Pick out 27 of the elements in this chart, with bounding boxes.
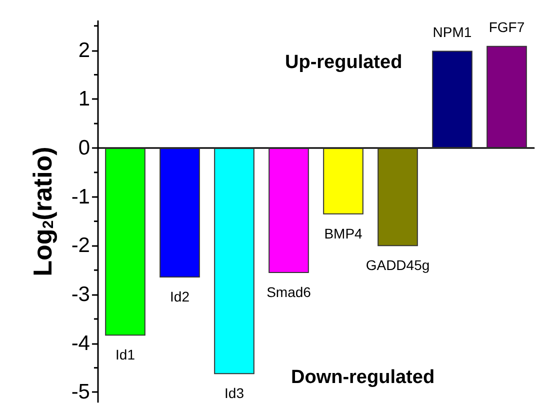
x-tick-label: BMP4: [324, 225, 363, 242]
x-tick-label: Id2: [170, 288, 190, 304]
bar: [160, 148, 200, 278]
bar: [268, 148, 309, 274]
annotation: Up-regulated: [285, 52, 402, 73]
x-tick-label: NPM1: [432, 24, 472, 40]
x-tick-label: GADD45g: [366, 257, 430, 274]
x-tick-label: Id3: [224, 385, 244, 402]
x-tick-label: Smad6: [266, 284, 312, 300]
bar: [378, 148, 418, 246]
y-tick-label: 1: [78, 88, 90, 111]
annotation: Down-regulated: [291, 367, 435, 388]
bar: [214, 148, 254, 374]
x-tick-label: FGF7: [488, 18, 525, 35]
y-tick-label: -2: [71, 234, 90, 258]
y-tick-label: -3: [71, 283, 90, 306]
y-tick-label: -5: [71, 380, 90, 404]
y-axis-title: Log2(ratio): [28, 146, 58, 276]
bar: [323, 148, 364, 214]
y-tick-label: -4: [71, 332, 90, 355]
bar: [486, 46, 527, 148]
y-tick-label: 2: [78, 38, 90, 62]
x-tick-label: Id1: [116, 346, 136, 363]
bar: [105, 148, 146, 336]
y-tick-label: 0: [78, 136, 90, 160]
bar: [432, 50, 472, 148]
y-tick-label: -1: [71, 185, 90, 208]
